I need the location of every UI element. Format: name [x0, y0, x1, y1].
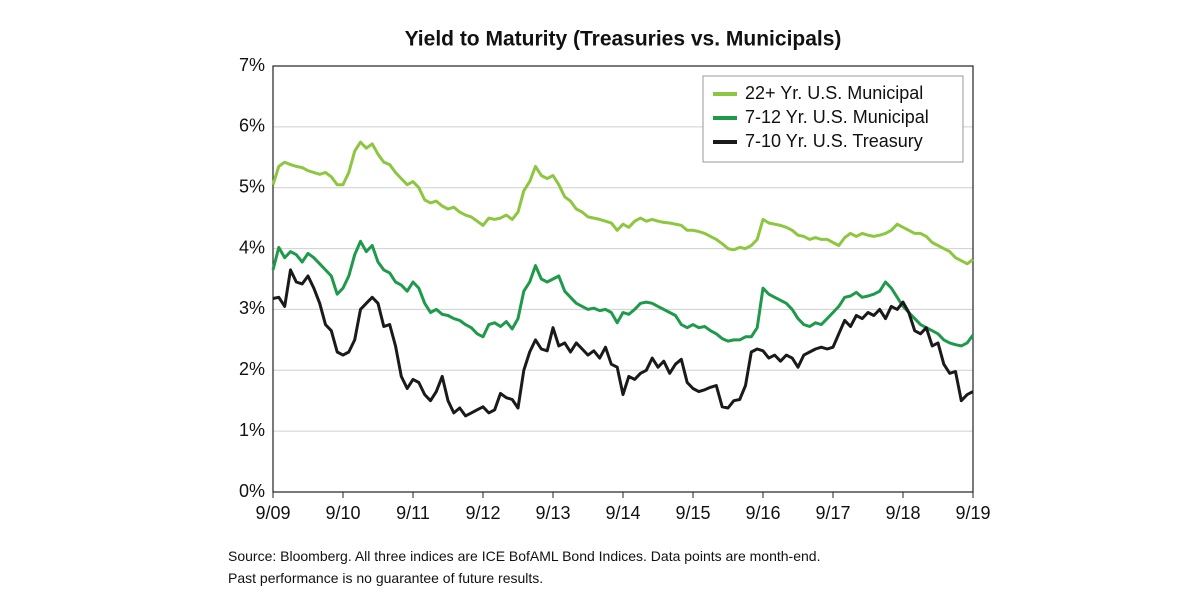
source-note: Source: Bloomberg. All three indices are… [228, 548, 821, 564]
series-line [271, 140, 974, 266]
chart-title: Yield to Maturity (Treasuries vs. Munici… [405, 28, 842, 51]
series-line [272, 268, 974, 418]
y-tick-label: 6% [239, 116, 265, 136]
y-tick-label: 7% [239, 55, 265, 75]
x-tick-label: 9/19 [955, 503, 990, 523]
series-line [271, 239, 975, 348]
x-tick-label: 9/10 [325, 503, 360, 523]
x-tick-label: 9/14 [605, 503, 640, 523]
legend-label: 7-10 Yr. U.S. Treasury [745, 131, 923, 151]
x-tick-label: 9/16 [745, 503, 780, 523]
y-tick-label: 0% [239, 481, 265, 501]
legend-label: 22+ Yr. U.S. Municipal [745, 83, 923, 103]
x-tick-label: 9/17 [815, 503, 850, 523]
x-tick-label: 9/12 [465, 503, 500, 523]
x-tick-label: 9/09 [255, 503, 290, 523]
y-tick-label: 4% [239, 237, 265, 257]
legend-label: 7-12 Yr. U.S. Municipal [745, 107, 929, 127]
y-tick-label: 1% [239, 420, 265, 440]
legend-box [702, 75, 964, 163]
x-tick-label: 9/15 [675, 503, 710, 523]
disclaimer-note: Past performance is no guarantee of futu… [228, 570, 544, 586]
x-tick-label: 9/11 [396, 503, 430, 523]
y-tick-label: 5% [239, 176, 265, 196]
y-tick-label: 2% [239, 359, 265, 379]
y-tick-label: 3% [239, 298, 265, 318]
x-tick-label: 9/18 [885, 503, 920, 523]
x-tick-label: 9/13 [535, 503, 570, 523]
